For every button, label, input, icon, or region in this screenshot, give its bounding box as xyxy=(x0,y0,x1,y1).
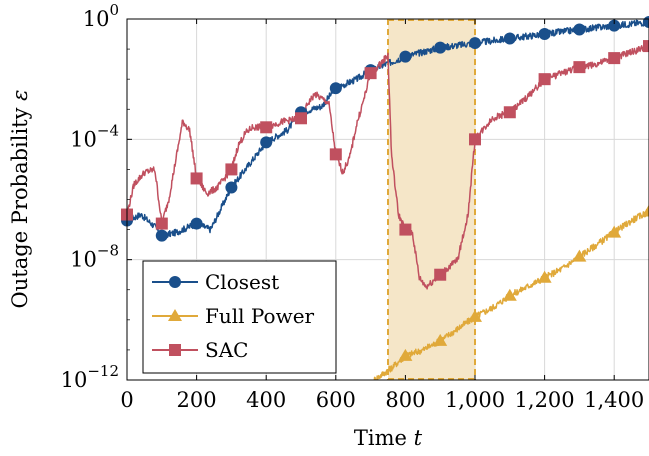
series-marker-sac xyxy=(225,163,238,176)
y-tick-label: 100 xyxy=(83,1,119,31)
y-tick-label: 10−4 xyxy=(70,121,119,151)
series-marker-sac xyxy=(643,40,649,53)
series-marker-sac xyxy=(329,148,342,161)
series-marker-closest xyxy=(434,41,447,54)
y-axis-label: Outage Probability ε xyxy=(8,90,32,309)
legend-swatch-marker xyxy=(168,309,182,321)
series-marker-closest xyxy=(503,32,516,45)
series-marker-closest xyxy=(573,23,586,36)
legend-swatch-marker xyxy=(169,276,181,288)
series-marker-sac xyxy=(295,112,307,125)
y-tick-label: 10−12 xyxy=(61,362,119,392)
series-marker-closest xyxy=(260,136,273,149)
series-marker-closest xyxy=(225,181,238,194)
series-marker-full-power xyxy=(572,249,587,262)
highlight-fill xyxy=(388,19,475,380)
y-axis-ticks: 10−12 10−8 10−4 100 xyxy=(61,1,132,392)
series-marker-full-power xyxy=(537,270,552,283)
series-marker-full-power xyxy=(468,309,482,322)
highlight-region xyxy=(387,19,476,380)
series-marker-full-power xyxy=(642,204,649,217)
series-marker-closest xyxy=(155,229,168,242)
series-marker-closest xyxy=(469,37,481,50)
series-marker-sac xyxy=(469,133,481,146)
series-marker-closest xyxy=(329,82,342,95)
legend-label: Closest xyxy=(205,270,279,294)
y-tick-label: 10−8 xyxy=(70,242,119,272)
series-marker-full-power xyxy=(607,225,622,238)
series-marker-full-power xyxy=(398,348,413,361)
series-marker-closest xyxy=(538,28,551,41)
series-marker-closest xyxy=(190,217,203,230)
series-marker-sac xyxy=(190,172,203,185)
legend-swatch-marker xyxy=(169,344,181,356)
marker-layer xyxy=(121,16,649,361)
x-tick-label: 600 xyxy=(316,388,356,412)
series-marker-sac xyxy=(608,52,621,65)
x-tick-label: 1,200 xyxy=(515,388,575,412)
series-marker-sac xyxy=(538,73,551,86)
legend-label: Full Power xyxy=(205,304,315,328)
x-tick-label: 800 xyxy=(385,388,425,412)
x-tick-label: 1,000 xyxy=(445,388,505,412)
series-marker-full-power xyxy=(502,288,517,301)
legend: Closest Full Power SAC xyxy=(142,260,337,374)
series-marker-sac xyxy=(364,67,377,80)
x-tick-label: 400 xyxy=(246,388,286,412)
series-marker-full-power xyxy=(433,333,448,346)
series-marker-closest xyxy=(608,19,621,32)
legend-label: SAC xyxy=(205,338,248,362)
x-tick-label: 200 xyxy=(177,388,217,412)
x-tick-label: 0 xyxy=(120,388,133,412)
series-marker-sac xyxy=(503,106,516,119)
x-axis-label: Time t xyxy=(354,426,423,450)
series-marker-sac xyxy=(573,61,586,74)
series-marker-sac xyxy=(399,223,412,236)
series-marker-sac xyxy=(434,268,447,281)
series-line-sac xyxy=(127,42,649,290)
series-marker-closest xyxy=(399,50,412,63)
x-tick-label: 1,400 xyxy=(584,388,644,412)
series-marker-sac xyxy=(260,121,273,134)
series-marker-sac xyxy=(155,217,168,230)
x-axis-ticks: 0 200 400 600 800 1,000 1,200 1,400 xyxy=(120,19,644,412)
